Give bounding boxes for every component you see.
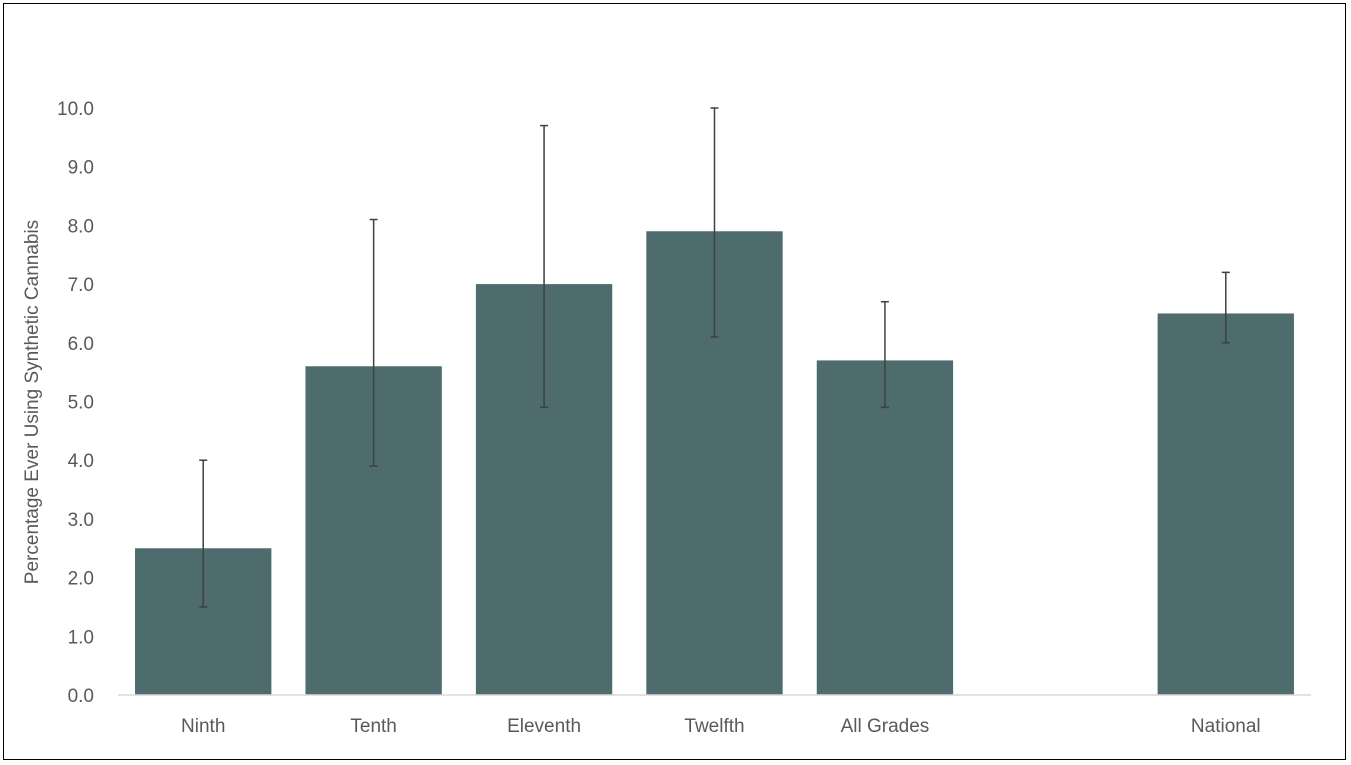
x-tick-label: Tenth [350, 716, 396, 737]
error-bar [369, 218, 378, 467]
x-tick-label: All Grades [841, 716, 930, 737]
error-bar [710, 107, 719, 338]
y-tick-label: 2.0 [68, 569, 94, 590]
y-tick-label: 1.0 [68, 627, 94, 648]
error-bars [199, 107, 1230, 608]
bar [816, 360, 954, 695]
y-tick-label: 8.0 [68, 216, 94, 237]
error-bar [880, 300, 889, 409]
y-tick-label: 10.0 [57, 99, 94, 120]
x-tick-labels: Ninth Tenth Eleventh Twelfth All Grades Natio… [181, 716, 1261, 737]
y-tick-label: 4.0 [68, 451, 94, 472]
error-bar [540, 124, 549, 409]
error-bar [1221, 271, 1230, 344]
y-tick-label: 5.0 [68, 393, 94, 414]
error-bar [199, 459, 208, 608]
y-tick-label: 7.0 [68, 275, 94, 296]
x-tick-label: National [1191, 716, 1261, 737]
x-tick-label: Twelfth [684, 716, 744, 737]
bar [1157, 313, 1294, 695]
y-tick-label: 0.0 [68, 686, 94, 707]
y-axis-title: Percentage Ever Using Synthetic Cannabis [22, 220, 43, 584]
x-tick-label: Eleventh [507, 716, 581, 737]
bars [135, 231, 1294, 695]
y-tick-label: 9.0 [68, 158, 94, 179]
y-tick-label: 6.0 [68, 334, 94, 355]
y-tick-labels: 0.0 1.0 2.0 3.0 4.0 5.0 6.0 7.0 8.0 9.0 10.0 [57, 99, 94, 707]
x-tick-label: Ninth [181, 716, 225, 737]
y-tick-label: 3.0 [68, 510, 94, 531]
